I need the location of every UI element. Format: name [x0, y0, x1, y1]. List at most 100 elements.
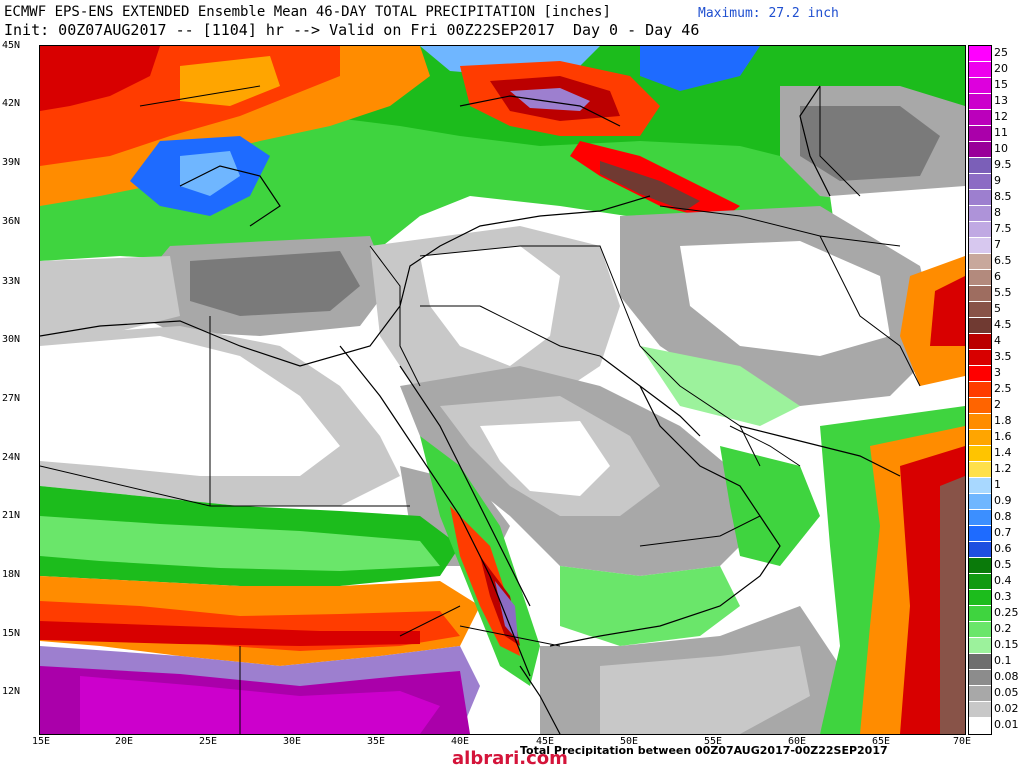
precipitation-map — [39, 45, 966, 735]
lon-label: 40E — [450, 736, 470, 747]
legend-label: 0.5 — [994, 558, 1012, 571]
legend-swatch — [969, 702, 991, 718]
legend-swatch — [969, 478, 991, 494]
lat-label: 24N — [2, 452, 21, 463]
legend-swatch — [969, 382, 991, 398]
legend-label: 0.7 — [994, 526, 1012, 539]
legend-label: 6.5 — [994, 254, 1012, 267]
legend-swatch — [969, 574, 991, 590]
lat-label: 36N — [2, 216, 21, 227]
legend-label: 0.01 — [994, 718, 1019, 731]
map-title: ECMWF EPS-ENS EXTENDED Ensemble Mean 46-… — [4, 4, 611, 20]
color-legend — [968, 45, 992, 735]
legend-label: 3.5 — [994, 350, 1012, 363]
init-valid-line: Init: 00Z07AUG2017 -- [1104] hr --> Vali… — [4, 21, 700, 39]
legend-label: 6 — [994, 270, 1001, 283]
legend-label: 8.5 — [994, 190, 1012, 203]
legend-swatch — [969, 126, 991, 142]
legend-label: 15 — [994, 78, 1008, 91]
lon-label: 30E — [282, 736, 302, 747]
lat-label: 30N — [2, 334, 21, 345]
legend-swatch — [969, 350, 991, 366]
lat-label: 45N — [2, 40, 21, 51]
legend-swatch — [969, 302, 991, 318]
lat-label: 18N — [2, 569, 21, 580]
lon-label: 15E — [31, 736, 51, 747]
lon-label: 50E — [619, 736, 639, 747]
legend-label: 5.5 — [994, 286, 1012, 299]
lat-label: 12N — [2, 686, 21, 697]
lat-label: 21N — [2, 510, 21, 521]
lat-label: 33N — [2, 276, 21, 287]
lon-label: 20E — [114, 736, 134, 747]
legend-label: 4.5 — [994, 318, 1012, 331]
legend-swatch — [969, 638, 991, 654]
legend-label: 4 — [994, 334, 1001, 347]
legend-label: 3 — [994, 366, 1001, 379]
lon-label: 60E — [787, 736, 807, 747]
lat-label: 42N — [2, 98, 21, 109]
legend-swatch — [969, 190, 991, 206]
legend-swatch — [969, 622, 991, 638]
legend-swatch — [969, 78, 991, 94]
legend-label: 7.5 — [994, 222, 1012, 235]
legend-swatch — [969, 254, 991, 270]
legend-label: 0.2 — [994, 622, 1012, 635]
legend-swatch — [969, 334, 991, 350]
legend-swatch — [969, 174, 991, 190]
legend-label: 1.2 — [994, 462, 1012, 475]
legend-label: 0.25 — [994, 606, 1019, 619]
legend-swatch — [969, 510, 991, 526]
legend-swatch — [969, 110, 991, 126]
legend-swatch — [969, 270, 991, 286]
legend-label: 9 — [994, 174, 1001, 187]
legend-label: 1.6 — [994, 430, 1012, 443]
legend-swatch — [969, 158, 991, 174]
lon-label: 70E — [952, 736, 972, 747]
legend-label: 13 — [994, 94, 1008, 107]
legend-label: 0.02 — [994, 702, 1019, 715]
legend-swatch — [969, 542, 991, 558]
lon-label: 35E — [366, 736, 386, 747]
legend-swatch — [969, 558, 991, 574]
legend-label: 12 — [994, 110, 1008, 123]
legend-swatch — [969, 718, 991, 734]
legend-label: 0.3 — [994, 590, 1012, 603]
legend-label: 1.8 — [994, 414, 1012, 427]
legend-swatch — [969, 590, 991, 606]
legend-label: 25 — [994, 46, 1008, 59]
lat-label: 27N — [2, 393, 21, 404]
legend-swatch — [969, 430, 991, 446]
legend-swatch — [969, 686, 991, 702]
lat-label: 15N — [2, 628, 21, 639]
legend-label: 2.5 — [994, 382, 1012, 395]
legend-label: 0.4 — [994, 574, 1012, 587]
legend-swatch — [969, 286, 991, 302]
legend-label: 0.08 — [994, 670, 1019, 683]
legend-label: 0.15 — [994, 638, 1019, 651]
legend-swatch — [969, 654, 991, 670]
maximum-label: Maximum: 27.2 inch — [698, 6, 839, 21]
legend-swatch — [969, 206, 991, 222]
legend-label: 0.05 — [994, 686, 1019, 699]
legend-swatch — [969, 46, 991, 62]
legend-swatch — [969, 238, 991, 254]
legend-label: 10 — [994, 142, 1008, 155]
legend-swatch — [969, 494, 991, 510]
legend-swatch — [969, 142, 991, 158]
lon-label: 25E — [198, 736, 218, 747]
legend-label: 0.8 — [994, 510, 1012, 523]
legend-swatch — [969, 526, 991, 542]
legend-label: 1 — [994, 478, 1001, 491]
watermark: albrari.com — [452, 748, 568, 769]
legend-swatch — [969, 414, 991, 430]
legend-swatch — [969, 318, 991, 334]
legend-swatch — [969, 222, 991, 238]
legend-label: 20 — [994, 62, 1008, 75]
legend-swatch — [969, 398, 991, 414]
legend-swatch — [969, 62, 991, 78]
legend-label: 0.6 — [994, 542, 1012, 555]
legend-swatch — [969, 462, 991, 478]
legend-label: 0.9 — [994, 494, 1012, 507]
legend-label: 9.5 — [994, 158, 1012, 171]
